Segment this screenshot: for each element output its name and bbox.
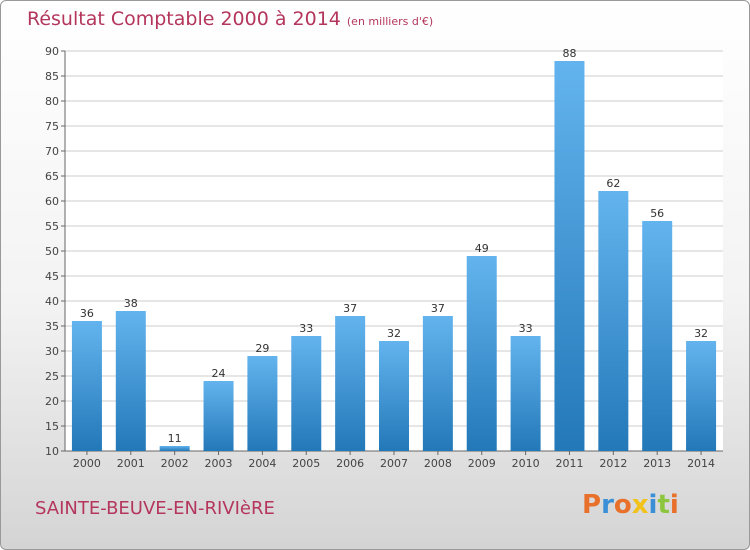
y-tick-label: 70: [45, 145, 59, 158]
y-tick-label: 35: [45, 320, 59, 333]
bar: [598, 191, 629, 451]
y-tick-label: 80: [45, 95, 59, 108]
data-label: 33: [299, 322, 313, 335]
data-label: 88: [562, 47, 576, 60]
bar: [159, 446, 190, 451]
x-tick-label: 2004: [248, 457, 276, 470]
x-tick-label: 2012: [599, 457, 627, 470]
data-label: 32: [387, 327, 401, 340]
x-tick-label: 2001: [117, 457, 145, 470]
bar: [71, 321, 102, 451]
x-tick-label: 2002: [161, 457, 189, 470]
proxiti-logo: Proxiti: [582, 490, 679, 520]
bar: [291, 336, 322, 451]
x-tick-label: 2000: [73, 457, 101, 470]
y-tick-label: 85: [45, 70, 59, 83]
bar: [554, 61, 585, 451]
data-label: 37: [431, 302, 445, 315]
bar: [466, 256, 497, 451]
data-label: 38: [124, 297, 138, 310]
logo-letter: i: [648, 490, 658, 520]
bar: [686, 341, 717, 451]
commune-name: SAINTE-BEUVE-EN-RIVIèRE: [35, 498, 275, 519]
bar: [247, 356, 278, 451]
data-label: 36: [80, 307, 94, 320]
logo-letter: o: [613, 490, 632, 520]
logo-letter: x: [631, 490, 649, 520]
x-tick-label: 2014: [687, 457, 715, 470]
bar: [335, 316, 366, 451]
data-label: 33: [519, 322, 533, 335]
x-tick-label: 2005: [292, 457, 320, 470]
logo-letter: P: [582, 490, 602, 520]
bar: [510, 336, 541, 451]
logo-letter: t: [657, 490, 670, 520]
x-tick-label: 2011: [555, 457, 583, 470]
data-label: 37: [343, 302, 357, 315]
bar: [203, 381, 234, 451]
data-label: 56: [650, 207, 664, 220]
y-tick-label: 45: [45, 270, 59, 283]
x-tick-label: 2010: [512, 457, 540, 470]
x-tick-label: 2008: [424, 457, 452, 470]
y-tick-label: 30: [45, 345, 59, 358]
bar: [422, 316, 453, 451]
chart-title: Résultat Comptable 2000 à 2014 (en millie…: [27, 8, 433, 30]
y-tick-label: 10: [45, 445, 59, 458]
data-label: 32: [694, 327, 708, 340]
x-tick-label: 2007: [380, 457, 408, 470]
x-tick-label: 2009: [468, 457, 496, 470]
logo-letter: i: [669, 490, 679, 520]
y-tick-label: 40: [45, 295, 59, 308]
y-tick-label: 15: [45, 420, 59, 433]
y-tick-label: 65: [45, 170, 59, 183]
y-tick-label: 25: [45, 370, 59, 383]
y-tick-label: 90: [45, 45, 59, 58]
y-tick-label: 75: [45, 120, 59, 133]
logo-letter: r: [601, 490, 614, 520]
title-main: Résultat Comptable 2000 à 2014: [27, 8, 341, 30]
data-label: 49: [475, 242, 489, 255]
y-tick-label: 55: [45, 220, 59, 233]
y-tick-label: 50: [45, 245, 59, 258]
x-tick-label: 2013: [643, 457, 671, 470]
bar: [642, 221, 673, 451]
x-tick-label: 2003: [205, 457, 233, 470]
title-unit: (en milliers d'€): [346, 15, 434, 28]
bar: [379, 341, 409, 451]
y-tick-label: 60: [45, 195, 59, 208]
data-label: 62: [606, 177, 620, 190]
data-label: 29: [255, 342, 269, 355]
data-label: 11: [168, 432, 182, 445]
bar: [115, 311, 146, 451]
y-tick-label: 20: [45, 395, 59, 408]
x-tick-label: 2006: [336, 457, 364, 470]
data-label: 24: [212, 367, 226, 380]
